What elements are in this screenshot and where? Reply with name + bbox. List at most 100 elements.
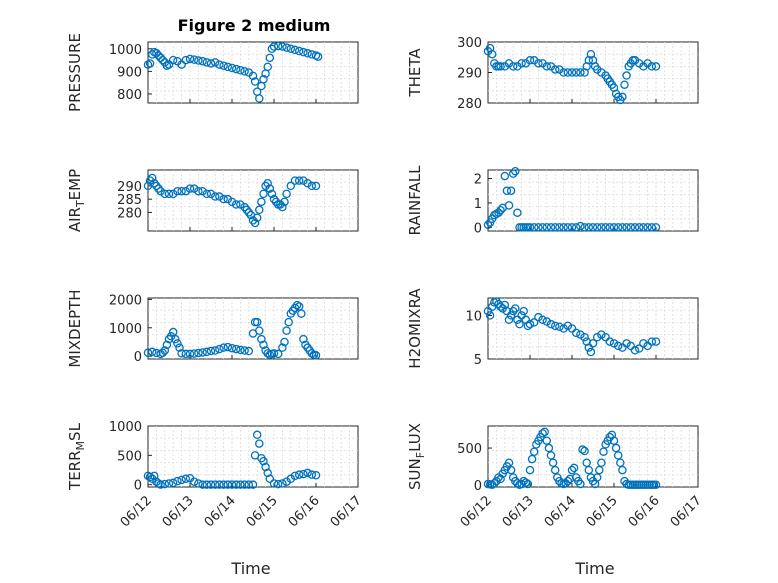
- data-point: [647, 62, 657, 71]
- data-point: [219, 480, 228, 489]
- data-point: [529, 318, 539, 327]
- y-axis-label: TERRMSL: [66, 422, 87, 491]
- y-tick-label: 290: [457, 67, 482, 82]
- data-point: [294, 470, 304, 479]
- data-point: [223, 194, 233, 204]
- data-point: [263, 179, 272, 188]
- data-point: [202, 189, 212, 199]
- y-tick-label: 0: [134, 479, 142, 494]
- data-point: [255, 326, 264, 335]
- data-point: [580, 332, 589, 342]
- data-point: [630, 346, 640, 355]
- data-point: [542, 62, 552, 71]
- data-point: [271, 197, 281, 207]
- data-point: [198, 480, 207, 489]
- data-point: [504, 458, 514, 467]
- data-point: [538, 223, 547, 232]
- data-point: [231, 64, 241, 74]
- data-point: [483, 306, 493, 316]
- data-point: [592, 332, 602, 342]
- data-point: [515, 319, 524, 329]
- data-point: [502, 306, 512, 316]
- data-point: [177, 60, 186, 69]
- data-point: [576, 221, 585, 231]
- data-point: [160, 189, 170, 199]
- y-axis-label: AIRTEMP: [66, 169, 87, 232]
- data-point: [265, 474, 275, 484]
- data-point: [643, 341, 652, 351]
- data-point: [563, 223, 573, 232]
- data-point: [168, 189, 178, 199]
- data-point: [555, 322, 564, 332]
- data-point: [198, 56, 207, 66]
- plot-area: [487, 41, 699, 104]
- data-point: [147, 173, 157, 183]
- data-point: [244, 346, 254, 356]
- data-point: [303, 179, 312, 188]
- data-point: [601, 223, 610, 232]
- data-point: [582, 458, 591, 467]
- data-point: [563, 321, 573, 331]
- x-axis-label-right: Time: [574, 559, 614, 578]
- data-point: [563, 68, 573, 77]
- data-point: [290, 45, 300, 55]
- data-point: [202, 480, 212, 489]
- data-point: [269, 479, 279, 488]
- data-point: [569, 463, 579, 473]
- data-point: [303, 49, 312, 58]
- data-point: [599, 447, 608, 456]
- data-point: [273, 479, 283, 489]
- data-point: [519, 306, 528, 316]
- data-point: [618, 92, 627, 102]
- data-point: [525, 465, 535, 475]
- data-point: [185, 349, 195, 359]
- data-point: [259, 340, 268, 350]
- y-tick-label: 500: [117, 449, 142, 464]
- data-point: [250, 77, 260, 86]
- data-point: [651, 62, 661, 71]
- data-point: [529, 223, 539, 232]
- data-point: [273, 41, 283, 51]
- data-point: [567, 465, 577, 475]
- data-point: [508, 306, 518, 316]
- data-point: [280, 337, 289, 347]
- data-point: [198, 186, 207, 196]
- data-point: [276, 200, 285, 209]
- data-point: [508, 169, 518, 178]
- data-point: [156, 186, 165, 196]
- data-point: [265, 184, 275, 193]
- data-point: [525, 223, 535, 232]
- y-tick-label: 900: [117, 65, 142, 80]
- data-point: [639, 223, 648, 232]
- data-point: [626, 223, 636, 232]
- data-point: [145, 176, 155, 185]
- data-point: [504, 315, 514, 325]
- data-point: [160, 346, 170, 355]
- data-point: [529, 447, 539, 456]
- data-point: [284, 317, 293, 327]
- data-point: [189, 349, 199, 358]
- data-point: [534, 59, 543, 68]
- data-point: [592, 473, 602, 482]
- data-point: [534, 223, 543, 232]
- x-tick-label: 06/17: [328, 493, 365, 530]
- data-point: [261, 181, 270, 191]
- data-point: [147, 347, 157, 357]
- data-point: [194, 186, 203, 196]
- data-point: [194, 479, 203, 488]
- data-point: [517, 311, 526, 320]
- data-point: [286, 44, 296, 54]
- data-point: [244, 208, 254, 217]
- data-point: [259, 456, 268, 466]
- data-point: [613, 223, 623, 232]
- data-point: [166, 332, 176, 341]
- data-point: [297, 309, 306, 318]
- data-point: [597, 330, 606, 339]
- data-point: [255, 205, 264, 215]
- data-point: [303, 468, 312, 478]
- data-point: [561, 479, 570, 488]
- data-point: [559, 324, 568, 333]
- x-tick-label: 06/14: [202, 493, 239, 530]
- y-tick-label: 0: [474, 221, 482, 236]
- data-point: [244, 480, 254, 489]
